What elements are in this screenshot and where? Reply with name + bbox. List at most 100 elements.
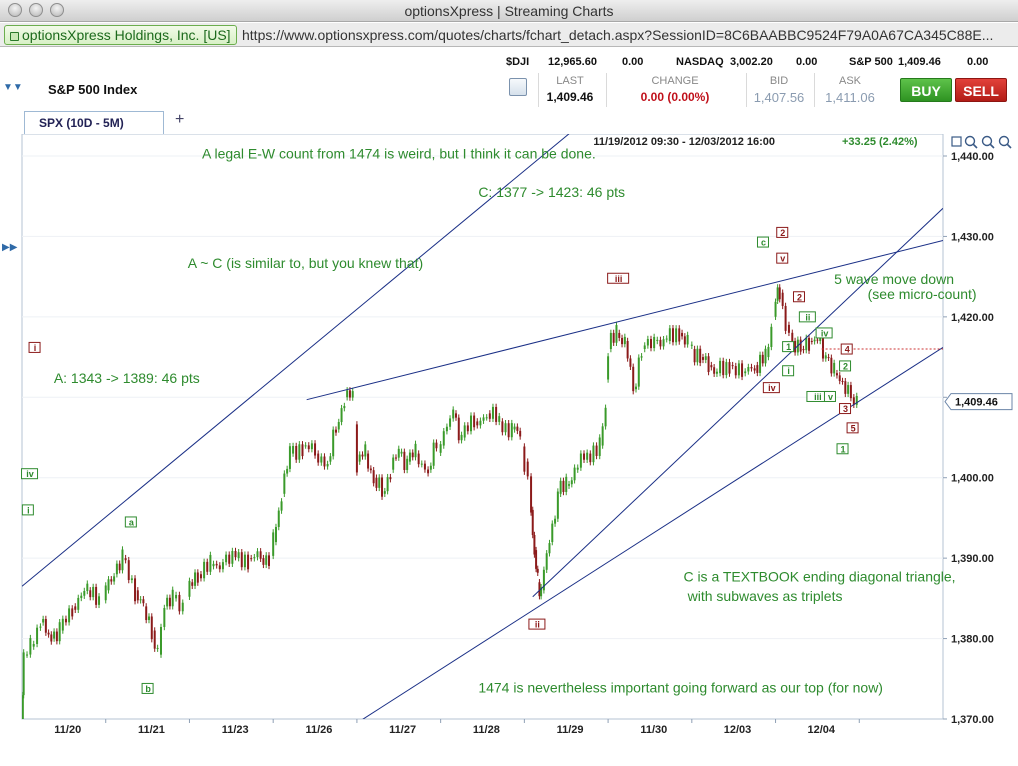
- wave-marker[interactable]: iv: [762, 382, 780, 394]
- price-body: [454, 413, 457, 418]
- wave-marker[interactable]: v: [823, 390, 836, 402]
- price-body: [206, 561, 209, 572]
- index-name-dji: $DJI: [506, 56, 530, 68]
- price-body: [340, 408, 343, 423]
- price-body: [838, 375, 841, 381]
- wave-marker-label: iv: [821, 328, 829, 338]
- wave-marker[interactable]: v: [776, 252, 789, 264]
- ssl-identity-badge[interactable]: optionsXpress Holdings, Inc. [US]: [4, 25, 237, 45]
- zoom-fit-icon[interactable]: [998, 135, 1012, 149]
- price-body: [847, 385, 850, 394]
- reset-zoom-icon[interactable]: [951, 136, 962, 147]
- wave-marker[interactable]: iii: [607, 272, 630, 284]
- price-body: [764, 348, 767, 364]
- close-window-button[interactable]: [8, 3, 22, 17]
- zoom-out-icon[interactable]: [981, 135, 995, 149]
- price-body: [397, 448, 400, 458]
- price-body: [671, 328, 674, 343]
- price-body: [42, 618, 45, 623]
- wave-marker[interactable]: 2: [776, 226, 789, 238]
- price-body: [124, 558, 127, 561]
- wave-marker[interactable]: ii: [528, 618, 546, 630]
- price-body: [136, 590, 139, 601]
- price-body: [329, 456, 332, 462]
- price-body: [589, 453, 592, 463]
- wave-marker-box: [762, 382, 780, 394]
- price-body: [95, 586, 98, 605]
- trendline[interactable]: [22, 134, 776, 587]
- trendline[interactable]: [306, 239, 943, 401]
- price-body: [367, 453, 370, 469]
- url-field[interactable]: https://www.optionsxpress.com/quotes/cha…: [242, 27, 994, 43]
- price-body: [121, 549, 124, 571]
- wave-marker-label: c: [761, 238, 766, 248]
- wave-marker[interactable]: 1: [836, 443, 849, 455]
- y-tick-label: 1,420.00: [951, 312, 994, 324]
- price-body: [833, 362, 836, 374]
- wave-marker[interactable]: 3: [839, 403, 852, 415]
- wave-marker-label: iii: [615, 274, 623, 284]
- price-body: [774, 301, 777, 317]
- price-body: [295, 445, 298, 460]
- price-body: [429, 465, 432, 470]
- price-body: [92, 586, 95, 598]
- price-body: [113, 576, 116, 582]
- price-body: [640, 356, 643, 358]
- collapse-chevron-icon[interactable]: ▼▼: [3, 82, 23, 93]
- tab-spx-chart[interactable]: SPX (10D - 5M): [24, 111, 164, 135]
- wave-marker[interactable]: 5: [846, 422, 859, 434]
- chart-annotation: 1474 is nevertheless important going for…: [478, 679, 883, 695]
- wave-marker[interactable]: a: [124, 516, 137, 528]
- zoom-window-button[interactable]: [50, 3, 64, 17]
- price-body: [621, 337, 624, 345]
- price-body: [47, 632, 50, 635]
- price-body: [427, 469, 430, 474]
- buy-button[interactable]: BUY: [900, 78, 952, 102]
- wave-marker[interactable]: i: [28, 341, 41, 353]
- price-body: [199, 574, 202, 579]
- price-body: [635, 386, 637, 390]
- wave-marker[interactable]: b: [141, 682, 154, 694]
- price-body: [83, 590, 86, 596]
- wave-marker[interactable]: ii: [798, 311, 816, 323]
- wave-marker[interactable]: c: [756, 236, 769, 248]
- price-body: [369, 468, 372, 471]
- price-body: [386, 477, 389, 492]
- chart-settings-icon[interactable]: [509, 78, 527, 96]
- price-body: [439, 444, 442, 453]
- price-body: [55, 631, 58, 642]
- price-body: [609, 332, 612, 350]
- wave-marker[interactable]: 2: [792, 291, 805, 303]
- price-body: [188, 580, 191, 597]
- wave-marker[interactable]: i: [21, 504, 34, 516]
- wave-marker[interactable]: 1: [782, 341, 795, 353]
- add-tab-button[interactable]: +: [175, 111, 185, 128]
- wave-marker[interactable]: iv: [815, 327, 833, 339]
- expand-sidebar-icon[interactable]: ▶▶: [2, 242, 18, 253]
- price-body: [420, 463, 423, 465]
- price-body: [292, 445, 295, 454]
- wave-marker[interactable]: i: [782, 365, 795, 377]
- price-body: [637, 357, 640, 387]
- wave-marker[interactable]: iv: [21, 468, 39, 480]
- price-body: [89, 590, 92, 598]
- x-tick-label: 11/28: [473, 724, 500, 736]
- trendline[interactable]: [532, 207, 943, 598]
- wave-marker-label: 4: [845, 345, 850, 355]
- price-body: [463, 425, 466, 438]
- sell-button[interactable]: SELL: [955, 78, 1007, 102]
- wave-marker-box: [21, 468, 39, 480]
- price-body: [595, 445, 598, 456]
- symbol-title: S&P 500 Index: [48, 82, 138, 97]
- price-body: [166, 597, 169, 607]
- wave-marker[interactable]: 2: [839, 360, 852, 372]
- zoom-in-icon[interactable]: [964, 135, 978, 149]
- minimize-window-button[interactable]: [29, 3, 43, 17]
- price-body: [559, 480, 562, 494]
- wave-marker[interactable]: 4: [840, 343, 853, 355]
- wave-marker-label: 5: [851, 423, 856, 433]
- price-body: [389, 477, 392, 480]
- price-body: [378, 477, 381, 488]
- address-bar[interactable]: optionsXpress Holdings, Inc. [US] https:…: [0, 23, 1018, 47]
